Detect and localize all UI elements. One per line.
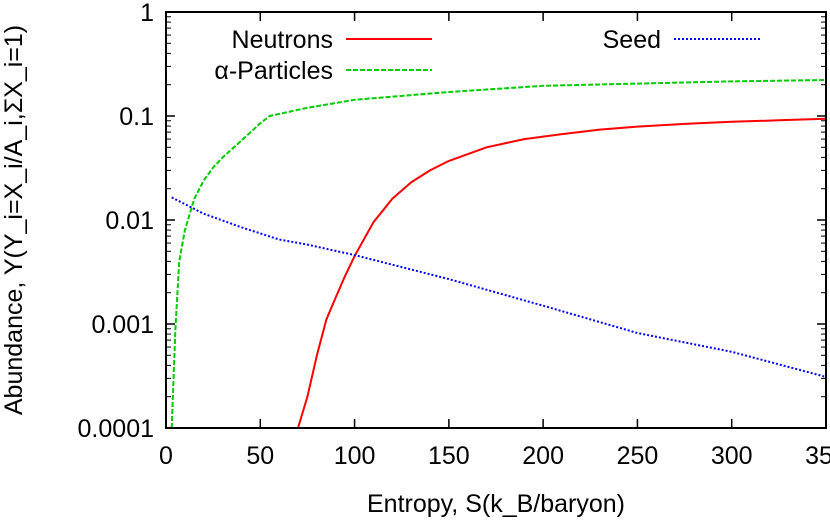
y-tick-label: 0.01 (105, 207, 154, 235)
x-tick-label: 100 (334, 442, 376, 470)
y-tick-label: 0.001 (91, 311, 154, 339)
y-tick-label: 0.1 (119, 103, 154, 131)
ticks-layer (165, 11, 827, 429)
series-layer (170, 79, 826, 428)
x-tick-label: 0 (159, 442, 173, 470)
tick-labels-layer: 0 50 100 150 200 250 300 350 0.0001 0.001 0.01 0.1 1 (78, 0, 830, 470)
x-tick-label: 150 (428, 442, 470, 470)
x-tick-label: 200 (522, 442, 564, 470)
y-tick-label: 0.0001 (78, 415, 154, 443)
legend-label-neutrons: Neutrons (232, 26, 333, 54)
x-axis-title: Entropy, S(k_B/baryon) (367, 490, 625, 518)
series-line-1 (170, 79, 826, 428)
legend-label-alpha-particles: α-Particles (214, 57, 333, 85)
x-tick-label: 350 (805, 442, 830, 470)
x-tick-label: 300 (711, 442, 753, 470)
x-tick-label: 50 (246, 442, 274, 470)
legend: Neutrons α-Particles Seed (214, 26, 760, 85)
legend-label-seed: Seed (603, 26, 661, 54)
y-axis-title: Abundance, Y(Y_i=X_i/A_i,ΣX_i=1) (0, 25, 28, 415)
series-line-0 (297, 117, 826, 428)
x-tick-label: 250 (617, 442, 659, 470)
series-line-2 (171, 196, 826, 378)
y-tick-label: 1 (140, 0, 154, 27)
